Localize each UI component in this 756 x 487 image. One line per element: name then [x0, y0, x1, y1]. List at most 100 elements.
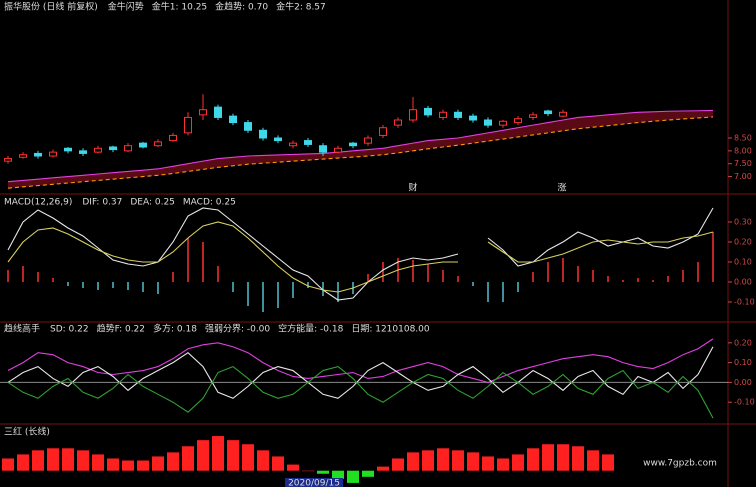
candle-body [259, 129, 267, 139]
candle-body [364, 137, 372, 144]
series-line [7, 338, 714, 383]
bar [227, 440, 239, 471]
bar [377, 466, 389, 471]
candle-body [394, 119, 402, 126]
candle-body [79, 150, 87, 154]
candle-body [154, 141, 162, 147]
bar [407, 452, 419, 471]
y-tick-label: 0.20 [734, 338, 752, 347]
y-tick-label: -0.10 [734, 398, 755, 407]
bar [47, 448, 59, 471]
candle-body [469, 115, 477, 121]
candle-body [34, 152, 42, 157]
y-tick-label: 8.50 [734, 134, 752, 143]
readout: 趋势F: 0.22 [97, 323, 145, 335]
bar [317, 470, 329, 474]
candle-body [514, 118, 522, 124]
readout: 金趋势: 0.70 [215, 1, 268, 13]
bar [197, 440, 209, 471]
bar [257, 450, 269, 471]
series-line [7, 346, 714, 399]
bar [587, 450, 599, 471]
bar [527, 448, 539, 471]
bar [572, 446, 584, 471]
bar [77, 450, 89, 471]
candle-body [124, 145, 132, 152]
series-line [7, 221, 714, 293]
candle-body [529, 114, 537, 118]
readout: 多方: 0.18 [153, 323, 197, 335]
y-tick-label: 8.00 [734, 146, 752, 155]
candle-body [454, 111, 462, 118]
candle-body [334, 147, 342, 153]
candle-body [544, 110, 552, 115]
bar [2, 458, 14, 471]
readout: 空方能量: -0.18 [278, 323, 343, 335]
candle-body [64, 147, 72, 152]
candle-body [484, 119, 492, 126]
y-tick-label: 0.00 [734, 278, 752, 287]
candle-body [559, 111, 567, 117]
readout: 强弱分界: -0.00 [205, 324, 270, 335]
bar [452, 450, 464, 471]
annotation: 财 [408, 182, 417, 194]
candle-body [379, 127, 387, 136]
candle-body [499, 120, 507, 126]
panel-title: 振华股份 (日线 前复权) [4, 1, 98, 13]
bar [512, 454, 524, 471]
bar [152, 456, 164, 471]
candle-body [19, 154, 27, 158]
candle-body [169, 134, 177, 142]
bar [272, 456, 284, 471]
readout: 日期: 1210108.00 [351, 324, 430, 335]
panel-title: 趋线高手 [4, 323, 40, 335]
bar [497, 458, 509, 471]
series-line [7, 207, 714, 301]
bar [347, 470, 359, 483]
readout: SD: 0.22 [50, 325, 89, 335]
candle-body [439, 111, 447, 118]
bar [137, 460, 149, 471]
bar [422, 450, 434, 471]
candle-body [139, 142, 147, 148]
series-line [7, 116, 714, 189]
bar [242, 444, 254, 471]
y-tick-label: 0.10 [734, 258, 752, 267]
candle-body [49, 151, 57, 157]
bar [167, 452, 179, 471]
bar [62, 448, 74, 471]
candle-body [229, 115, 237, 124]
readout: 金牛2: 8.57 [276, 1, 326, 13]
y-tick-label: 0.10 [734, 358, 752, 367]
bar [107, 458, 119, 471]
candle-body [274, 137, 282, 142]
series-line [7, 365, 714, 419]
bar [467, 452, 479, 471]
candle-body [94, 147, 102, 153]
watermark: www.7gpzb.com [643, 459, 717, 469]
bar [557, 444, 569, 471]
bar [122, 460, 134, 471]
y-tick-label: 0.20 [734, 238, 752, 247]
bar [182, 446, 194, 471]
bar [482, 456, 494, 471]
bar [437, 448, 449, 471]
candle-body [109, 146, 117, 151]
bar [542, 444, 554, 471]
bar [32, 450, 44, 471]
y-tick-label: 7.50 [734, 159, 752, 168]
bar [287, 464, 299, 471]
readout: 金牛1: 10.25 [152, 1, 207, 13]
panel-title: MACD(12,26,9) [4, 198, 72, 208]
candle-body [244, 122, 252, 131]
candle-body [349, 142, 357, 147]
y-tick-label: 7.00 [734, 172, 752, 181]
bar [602, 454, 614, 471]
annotation: 涨 [557, 183, 566, 194]
candle-body [319, 145, 327, 153]
y-tick-label: 0.00 [734, 378, 752, 387]
bar [212, 436, 224, 471]
series-line [7, 109, 714, 183]
bar [302, 470, 314, 472]
